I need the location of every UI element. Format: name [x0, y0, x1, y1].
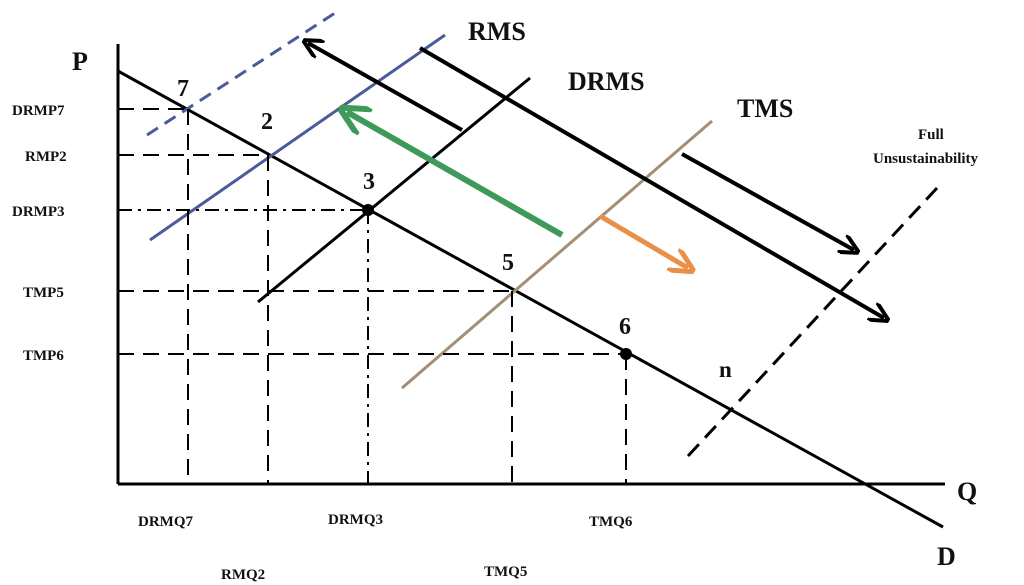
demand-label: D	[937, 542, 956, 571]
qty-label-drmq3: DRMQ3	[328, 512, 383, 528]
point-2-label: 2	[261, 109, 273, 135]
point-7-label: 7	[177, 76, 189, 102]
price-label-rmp2: RMP2	[25, 149, 67, 165]
rms-dashed-extension	[146, 11, 336, 137]
tms-label: TMS	[737, 94, 793, 123]
point-6-label: 6	[619, 314, 631, 340]
point-3-dot	[362, 204, 374, 216]
point-5-label: 5	[502, 250, 514, 276]
tms-curve	[401, 119, 713, 390]
y-axis-label: P	[72, 47, 88, 76]
x-axis-label: Q	[957, 477, 977, 506]
n-label: n	[719, 357, 732, 382]
rms-curve	[149, 33, 446, 242]
point-3-label: 3	[363, 169, 375, 195]
full-unsustainability-label-2: Unsustainability	[873, 151, 979, 167]
full-unsustainability-line	[686, 186, 939, 458]
point-6-dot	[620, 348, 632, 360]
shift-arrow-black-right	[681, 152, 854, 250]
shift-arrow-orange	[598, 213, 688, 268]
qty-label-tmq5: TMQ5	[484, 564, 527, 580]
price-label-drmp3: DRMP3	[12, 204, 65, 220]
rms-label: RMS	[468, 17, 526, 46]
shift-arrow-green-up	[347, 112, 564, 238]
price-label-tmp6: TMP6	[23, 348, 64, 364]
drms-label: DRMS	[568, 67, 645, 96]
price-label-drmp7: DRMP7	[12, 103, 65, 119]
drms-curve	[257, 76, 531, 304]
shift-arrow-black-up	[308, 43, 463, 132]
shift-arrow-black-long	[418, 46, 884, 318]
qty-label-rmq2: RMQ2	[221, 567, 265, 583]
qty-label-tmq6: TMQ6	[589, 514, 633, 530]
full-unsustainability-label-1: Full	[918, 127, 944, 143]
qty-label-drmq7: DRMQ7	[138, 514, 193, 530]
price-label-tmp5: TMP5	[23, 285, 64, 301]
demand-curve	[117, 69, 944, 529]
